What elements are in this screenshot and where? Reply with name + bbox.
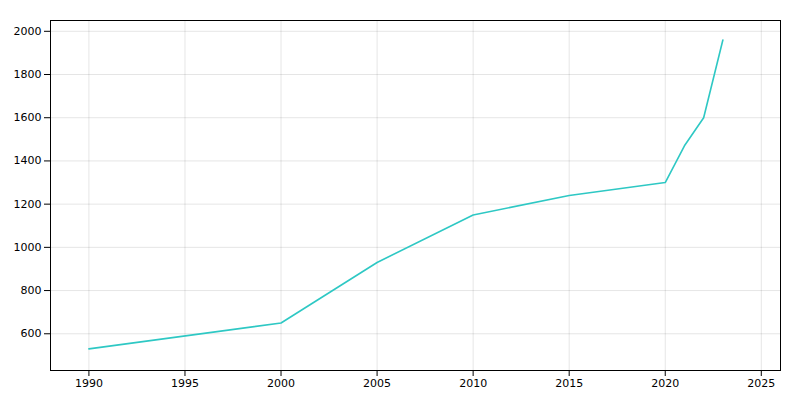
- svg-text:1200: 1200: [14, 198, 42, 211]
- svg-text:1600: 1600: [14, 111, 42, 124]
- svg-text:1995: 1995: [171, 377, 199, 390]
- svg-text:2005: 2005: [363, 377, 391, 390]
- svg-text:2010: 2010: [459, 377, 487, 390]
- svg-text:800: 800: [21, 284, 42, 297]
- svg-text:2000: 2000: [267, 377, 295, 390]
- svg-text:1400: 1400: [14, 154, 42, 167]
- svg-text:1800: 1800: [14, 68, 42, 81]
- svg-text:2020: 2020: [651, 377, 679, 390]
- svg-text:1000: 1000: [14, 241, 42, 254]
- svg-text:2025: 2025: [747, 377, 775, 390]
- svg-text:1990: 1990: [75, 377, 103, 390]
- svg-text:600: 600: [21, 327, 42, 340]
- svg-text:2000: 2000: [14, 25, 42, 38]
- svg-text:2015: 2015: [555, 377, 583, 390]
